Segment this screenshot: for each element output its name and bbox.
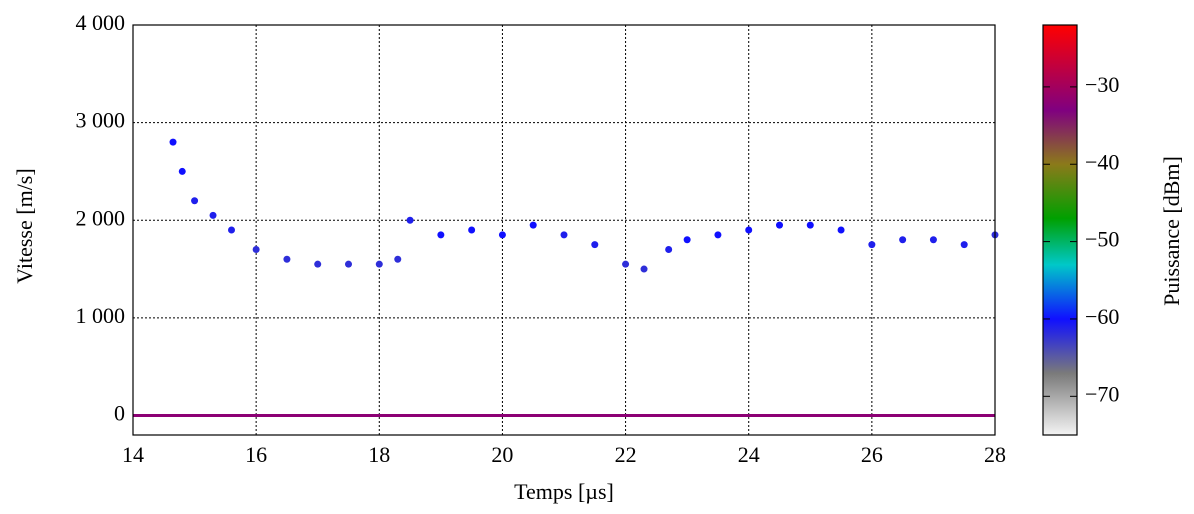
data-point [806,221,814,229]
data-point [868,241,876,249]
plot-area [133,25,995,435]
x-axis-label: Temps [µs] [514,479,614,504]
colorbar-tick-label: −70 [1085,381,1119,406]
x-tick-label: 20 [491,442,513,467]
data-point [178,167,186,175]
data-point [622,260,630,268]
x-tick-label: 14 [122,442,144,467]
y-tick-label: 4 000 [76,10,126,35]
data-point [591,241,599,249]
data-point [745,226,753,234]
plot-frame [132,24,996,436]
data-point [960,241,968,249]
y-tick-label: 2 000 [76,205,126,230]
data-point [406,216,414,224]
colorbar-tick-label: −40 [1085,149,1119,174]
data-point [899,236,907,244]
x-tick-label: 28 [984,442,1006,467]
colorbar-label: Puissance [dBm] [1159,156,1184,306]
colorbar [1042,24,1078,436]
y-tick-label: 0 [114,401,125,426]
y-tick-label: 3 000 [76,108,126,133]
data-point [437,231,445,239]
data-point [228,226,236,234]
y-tick-label: 1 000 [76,303,126,328]
data-point [665,246,673,254]
data-point [560,231,568,239]
data-point [498,231,506,239]
data-point [283,255,291,263]
data-point [640,265,648,273]
y-axis-label: Vitesse [m/s] [12,168,37,283]
colorbar-tick-label: −60 [1085,304,1119,329]
data-point [375,260,383,268]
data-point [209,211,217,219]
x-tick-label: 22 [615,442,637,467]
data-point [714,231,722,239]
x-tick-label: 24 [738,442,760,467]
data-point [191,197,199,205]
data-point [683,236,691,244]
data-point [345,260,352,268]
data-point [468,226,476,234]
x-tick-label: 18 [368,442,390,467]
x-tick-label: 16 [245,442,267,467]
data-point [837,226,845,234]
data-point [529,221,537,229]
data-point [314,260,322,268]
data-point [169,138,177,146]
data-point [394,255,402,263]
x-tick-label: 26 [861,442,883,467]
data-point [252,246,260,254]
colorbar-tick-label: −50 [1085,227,1119,252]
data-point [776,221,783,229]
colorbar-tick-label: −30 [1085,72,1119,97]
data-point [929,236,937,244]
